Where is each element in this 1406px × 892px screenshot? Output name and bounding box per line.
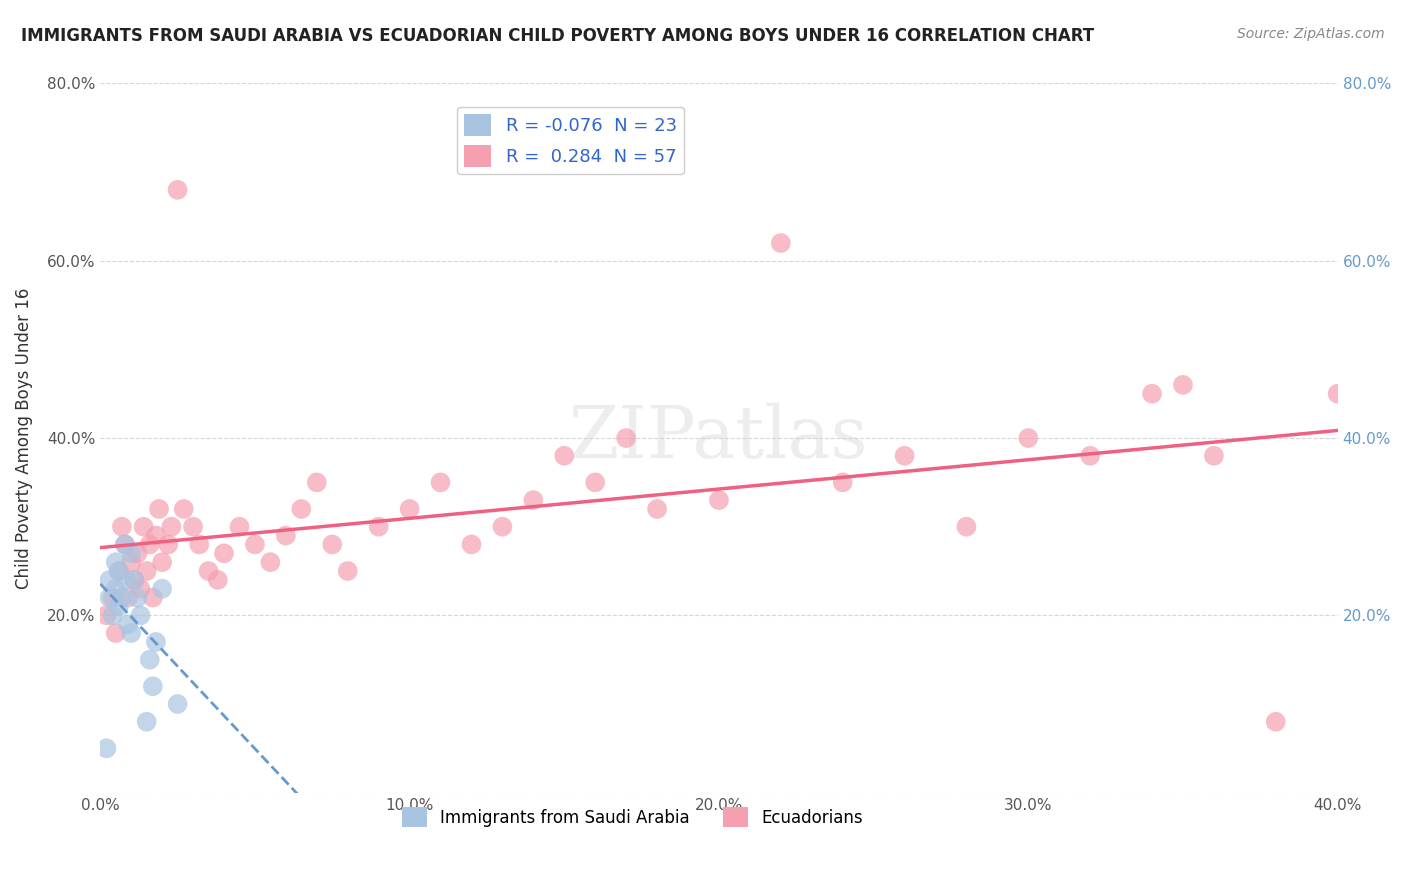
Ecuadorians xyxy=(142,591,165,605)
Immigrants from Saudi Arabia xyxy=(104,555,127,569)
Immigrants from Saudi Arabia xyxy=(98,573,121,587)
Immigrants from Saudi Arabia xyxy=(117,617,139,632)
Ecuadorians xyxy=(1140,386,1163,401)
Ecuadorians xyxy=(1078,449,1101,463)
Ecuadorians xyxy=(243,537,266,551)
Ecuadorians xyxy=(207,573,229,587)
Immigrants from Saudi Arabia xyxy=(150,582,173,596)
Ecuadorians xyxy=(955,519,977,533)
Ecuadorians xyxy=(150,555,173,569)
Ecuadorians xyxy=(614,431,637,445)
Legend: Immigrants from Saudi Arabia, Ecuadorians: Immigrants from Saudi Arabia, Ecuadorian… xyxy=(395,800,870,834)
Ecuadorians xyxy=(1017,431,1039,445)
Ecuadorians xyxy=(96,608,118,623)
Immigrants from Saudi Arabia xyxy=(142,679,165,693)
Immigrants from Saudi Arabia xyxy=(135,714,157,729)
Ecuadorians xyxy=(1171,377,1194,392)
Ecuadorians xyxy=(583,475,606,490)
Text: Source: ZipAtlas.com: Source: ZipAtlas.com xyxy=(1237,27,1385,41)
Ecuadorians xyxy=(1326,386,1348,401)
Ecuadorians xyxy=(124,573,146,587)
Ecuadorians xyxy=(367,519,389,533)
Text: ZIPatlas: ZIPatlas xyxy=(569,403,869,474)
Immigrants from Saudi Arabia xyxy=(101,608,124,623)
Ecuadorians xyxy=(173,502,195,516)
Ecuadorians xyxy=(707,493,730,508)
Immigrants from Saudi Arabia xyxy=(145,635,167,649)
Ecuadorians xyxy=(145,528,167,542)
Immigrants from Saudi Arabia xyxy=(108,564,131,578)
Ecuadorians xyxy=(160,519,183,533)
Y-axis label: Child Poverty Among Boys Under 16: Child Poverty Among Boys Under 16 xyxy=(15,287,32,589)
Ecuadorians xyxy=(290,502,312,516)
Ecuadorians xyxy=(491,519,513,533)
Immigrants from Saudi Arabia xyxy=(98,591,121,605)
Ecuadorians xyxy=(157,537,180,551)
Ecuadorians xyxy=(893,449,915,463)
Ecuadorians xyxy=(188,537,211,551)
Ecuadorians xyxy=(135,564,157,578)
Ecuadorians xyxy=(111,519,134,533)
Ecuadorians xyxy=(645,502,668,516)
Ecuadorians xyxy=(114,537,136,551)
Text: IMMIGRANTS FROM SAUDI ARABIA VS ECUADORIAN CHILD POVERTY AMONG BOYS UNDER 16 COR: IMMIGRANTS FROM SAUDI ARABIA VS ECUADORI… xyxy=(21,27,1094,45)
Ecuadorians xyxy=(429,475,451,490)
Ecuadorians xyxy=(336,564,359,578)
Ecuadorians xyxy=(259,555,281,569)
Ecuadorians xyxy=(321,537,343,551)
Immigrants from Saudi Arabia xyxy=(124,573,146,587)
Immigrants from Saudi Arabia xyxy=(139,653,162,667)
Ecuadorians xyxy=(139,537,162,551)
Ecuadorians xyxy=(831,475,853,490)
Immigrants from Saudi Arabia xyxy=(166,697,188,711)
Immigrants from Saudi Arabia xyxy=(127,591,149,605)
Ecuadorians xyxy=(1264,714,1286,729)
Ecuadorians xyxy=(274,528,297,542)
Immigrants from Saudi Arabia xyxy=(96,741,118,756)
Ecuadorians xyxy=(305,475,328,490)
Immigrants from Saudi Arabia xyxy=(108,599,131,614)
Immigrants from Saudi Arabia xyxy=(114,573,136,587)
Ecuadorians xyxy=(120,555,142,569)
Ecuadorians xyxy=(148,502,170,516)
Ecuadorians xyxy=(1202,449,1225,463)
Immigrants from Saudi Arabia xyxy=(129,608,152,623)
Ecuadorians xyxy=(398,502,420,516)
Ecuadorians xyxy=(181,519,204,533)
Ecuadorians xyxy=(212,546,235,560)
Ecuadorians xyxy=(104,626,127,640)
Ecuadorians xyxy=(522,493,544,508)
Ecuadorians xyxy=(460,537,482,551)
Ecuadorians xyxy=(228,519,250,533)
Ecuadorians xyxy=(553,449,575,463)
Immigrants from Saudi Arabia xyxy=(104,582,127,596)
Ecuadorians xyxy=(197,564,219,578)
Ecuadorians xyxy=(117,591,139,605)
Ecuadorians xyxy=(132,519,155,533)
Immigrants from Saudi Arabia xyxy=(120,626,142,640)
Ecuadorians xyxy=(127,546,149,560)
Immigrants from Saudi Arabia xyxy=(114,537,136,551)
Ecuadorians xyxy=(108,564,131,578)
Ecuadorians xyxy=(166,183,188,197)
Immigrants from Saudi Arabia xyxy=(120,546,142,560)
Ecuadorians xyxy=(769,235,792,250)
Ecuadorians xyxy=(101,591,124,605)
Immigrants from Saudi Arabia xyxy=(111,591,134,605)
Ecuadorians xyxy=(129,582,152,596)
